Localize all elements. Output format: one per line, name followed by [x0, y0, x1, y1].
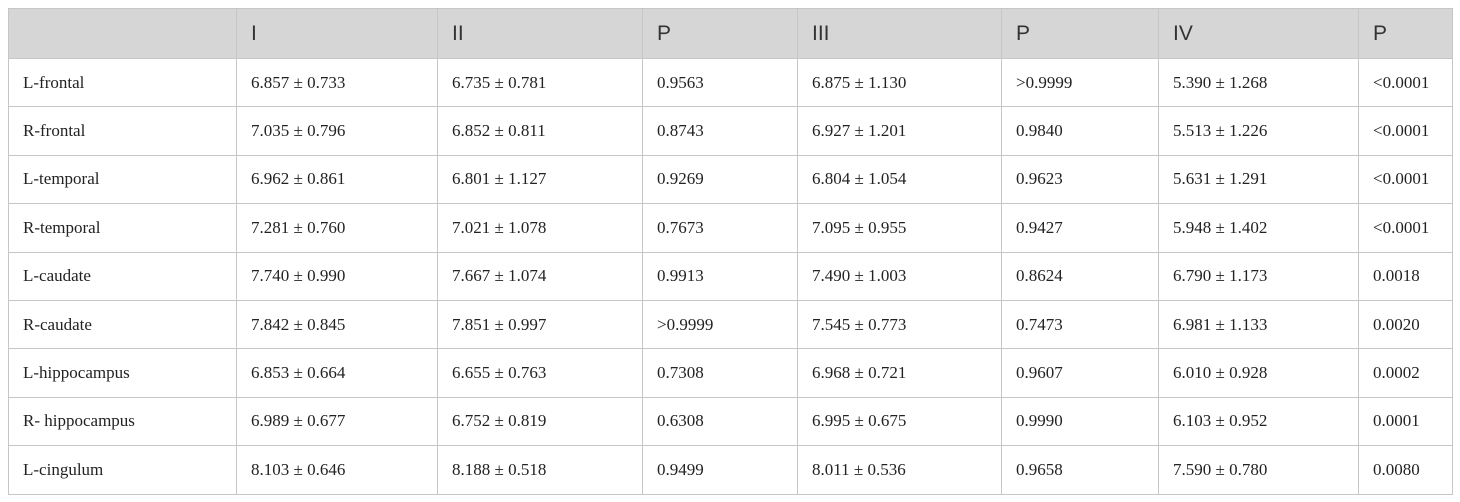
table-row: L-caudate 7.740 ± 0.990 7.667 ± 1.074 0.991…	[8, 251, 1453, 301]
table-cell: 7.021 ± 1.078	[437, 203, 643, 253]
table-cell: 6.927 ± 1.201	[797, 106, 1002, 156]
table-cell: 6.962 ± 0.861	[236, 154, 438, 205]
row-label: R-frontal	[8, 106, 237, 156]
table-cell: 6.989 ± 0.677	[236, 396, 438, 447]
table-cell: 8.103 ± 0.646	[236, 445, 438, 495]
header-cell: II	[437, 8, 643, 59]
table-cell: 0.6308	[642, 396, 798, 447]
table-row: R-caudate 7.842 ± 0.845 7.851 ± 0.997 >0.99…	[8, 299, 1453, 350]
table-cell: 7.095 ± 0.955	[797, 203, 1002, 253]
table-cell: 7.851 ± 0.997	[437, 299, 643, 350]
table-row: L-cingulum 8.103 ± 0.646 8.188 ± 0.518 0.94…	[8, 445, 1453, 495]
table-cell: 0.8624	[1001, 251, 1159, 301]
header-cell: IV	[1158, 8, 1359, 59]
table-cell: 6.735 ± 0.781	[437, 57, 643, 108]
table-cell: 0.7473	[1001, 299, 1159, 350]
row-label: L-caudate	[8, 251, 237, 301]
table-cell: 7.035 ± 0.796	[236, 106, 438, 156]
header-cell	[8, 8, 237, 59]
table-row: R- hippocampus 6.989 ± 0.677 6.752 ± 0.819…	[8, 396, 1453, 447]
table-cell: 0.8743	[642, 106, 798, 156]
table-cell: >0.9999	[642, 299, 798, 350]
table-cell: 6.010 ± 0.928	[1158, 348, 1359, 398]
table-cell: 7.545 ± 0.773	[797, 299, 1002, 350]
table-cell: 6.968 ± 0.721	[797, 348, 1002, 398]
table-cell: 0.9658	[1001, 445, 1159, 495]
table-cell: 5.948 ± 1.402	[1158, 203, 1359, 253]
row-label: R- hippocampus	[8, 396, 237, 447]
table-cell: >0.9999	[1001, 57, 1159, 108]
table-cell: 6.804 ± 1.054	[797, 154, 1002, 205]
table-cell: 5.390 ± 1.268	[1158, 57, 1359, 108]
header-cell: I	[236, 8, 438, 59]
table-cell: 8.188 ± 0.518	[437, 445, 643, 495]
table-row: R-frontal 7.035 ± 0.796 6.852 ± 0.811 0.874…	[8, 106, 1453, 156]
table-row: L-frontal 6.857 ± 0.733 6.735 ± 0.781 0.956…	[8, 57, 1453, 108]
table-cell: 0.9607	[1001, 348, 1159, 398]
table-row: L-hippocampus 6.853 ± 0.664 6.655 ± 0.763 0…	[8, 348, 1453, 398]
table-cell: 0.9840	[1001, 106, 1159, 156]
table-cell: 8.011 ± 0.536	[797, 445, 1002, 495]
table-cell: 6.801 ± 1.127	[437, 154, 643, 205]
table-cell: 0.9913	[642, 251, 798, 301]
table-cell: <0.0001	[1358, 57, 1453, 108]
table-cell: <0.0001	[1358, 154, 1453, 205]
table-cell: 6.875 ± 1.130	[797, 57, 1002, 108]
table-cell: 6.790 ± 1.173	[1158, 251, 1359, 301]
row-label: L-temporal	[8, 154, 237, 205]
table-cell: <0.0001	[1358, 106, 1453, 156]
table-cell: 7.281 ± 0.760	[236, 203, 438, 253]
table-cell: 0.7673	[642, 203, 798, 253]
table-cell: 6.981 ± 1.133	[1158, 299, 1359, 350]
table-cell: 6.752 ± 0.819	[437, 396, 643, 447]
table-row: R-temporal 7.281 ± 0.760 7.021 ± 1.078 0.76…	[8, 203, 1453, 253]
table-body: L-frontal 6.857 ± 0.733 6.735 ± 0.781 0.956…	[8, 57, 1453, 495]
table-cell: 0.9269	[642, 154, 798, 205]
table-cell: 6.857 ± 0.733	[236, 57, 438, 108]
table-cell: 6.853 ± 0.664	[236, 348, 438, 398]
header-cell: P	[642, 8, 798, 59]
table-cell: 7.490 ± 1.003	[797, 251, 1002, 301]
table-cell: 6.852 ± 0.811	[437, 106, 643, 156]
header-row: I II P III P IV P	[8, 8, 1453, 59]
header-cell: P	[1358, 8, 1453, 59]
row-label: L-frontal	[8, 57, 237, 108]
table-cell: 0.9427	[1001, 203, 1159, 253]
table-cell: 0.9623	[1001, 154, 1159, 205]
table-cell: 5.513 ± 1.226	[1158, 106, 1359, 156]
row-label: R-caudate	[8, 299, 237, 350]
table-cell: 5.631 ± 1.291	[1158, 154, 1359, 205]
data-table: I II P III P IV P L-frontal 6.857 ± 0.733 6.735 …	[8, 8, 1453, 495]
row-label: L-hippocampus	[8, 348, 237, 398]
header-cell: P	[1001, 8, 1159, 59]
table-cell: 0.0020	[1358, 299, 1453, 350]
table-row: L-temporal 6.962 ± 0.861 6.801 ± 1.127 0.92…	[8, 154, 1453, 205]
table-cell: 6.655 ± 0.763	[437, 348, 643, 398]
table-cell: 0.9563	[642, 57, 798, 108]
row-label: R-temporal	[8, 203, 237, 253]
table-cell: 7.842 ± 0.845	[236, 299, 438, 350]
table-cell: 7.667 ± 1.074	[437, 251, 643, 301]
row-label: L-cingulum	[8, 445, 237, 495]
table-cell: 6.103 ± 0.952	[1158, 396, 1359, 447]
table-cell: 0.0002	[1358, 348, 1453, 398]
table-cell: 0.9990	[1001, 396, 1159, 447]
table-cell: 7.740 ± 0.990	[236, 251, 438, 301]
table-cell: 0.7308	[642, 348, 798, 398]
table-cell: 6.995 ± 0.675	[797, 396, 1002, 447]
table-cell: 0.0018	[1358, 251, 1453, 301]
table-cell: 0.0080	[1358, 445, 1453, 495]
table-cell: <0.0001	[1358, 203, 1453, 253]
table-cell: 0.0001	[1358, 396, 1453, 447]
header-cell: III	[797, 8, 1002, 59]
table-cell: 0.9499	[642, 445, 798, 495]
table-cell: 7.590 ± 0.780	[1158, 445, 1359, 495]
